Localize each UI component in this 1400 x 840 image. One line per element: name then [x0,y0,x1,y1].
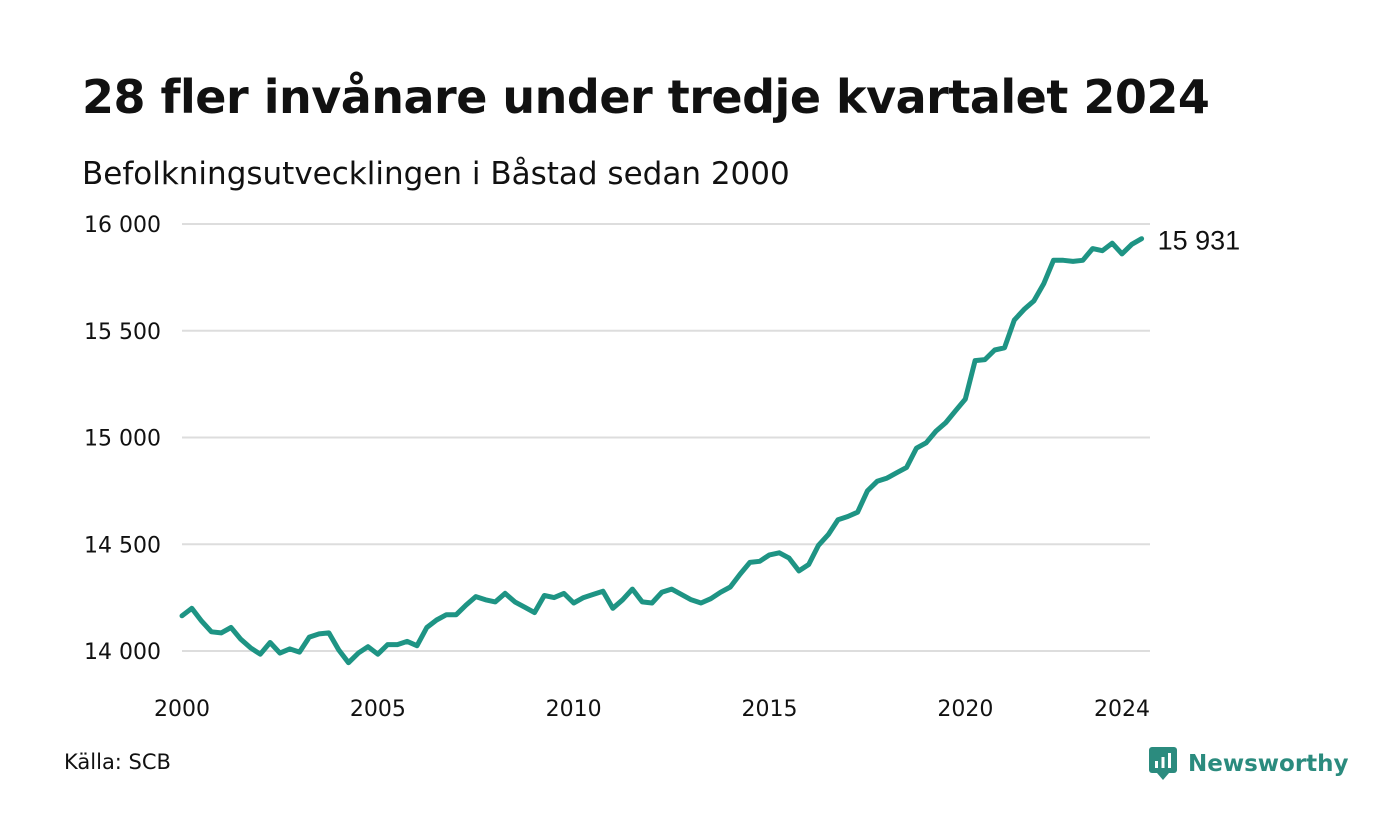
y-tick-label: 15 000 [84,427,161,452]
x-tick-label: 2020 [937,697,993,722]
x-tick-label: 2010 [546,697,602,722]
x-tick-label: 2005 [350,697,406,722]
grid-lines [182,223,1150,652]
y-tick-label: 14 500 [84,533,161,558]
chart-title: 28 fler invånare under tredje kvartalet … [82,70,1210,124]
y-tick-label: 14 000 [84,640,161,665]
y-axis-labels: 14 000 14 500 15 000 15 500 16 000 [84,213,161,665]
brand-logo: Newsworthy [1148,744,1349,784]
series-line-0 [179,236,1145,666]
series [179,236,1145,666]
source-note: Källa: SCB [64,750,171,774]
end-value-label: 15 931 [1158,226,1241,256]
y-tick-label: 16 000 [84,213,161,238]
x-tick-label: 2000 [154,697,210,722]
x-axis-labels: 2000 2005 2010 2015 2020 2024 [154,697,1150,722]
y-tick-label: 15 500 [84,320,161,345]
end-value-labels: 15 931 [1158,226,1241,256]
x-tick-label: 2015 [742,697,798,722]
chart-subtitle: Befolkningsutvecklingen i Båstad sedan 2… [82,156,790,192]
x-tick-label: 2024 [1094,697,1150,722]
brand-name: Newsworthy [1188,751,1349,777]
newsworthy-logo-icon [1149,747,1177,780]
